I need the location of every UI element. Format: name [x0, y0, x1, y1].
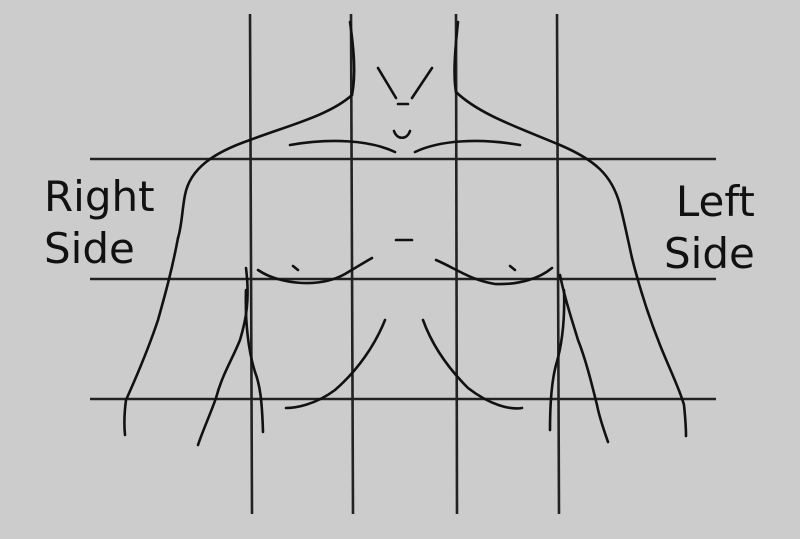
left-clavicle	[413, 139, 522, 154]
left-pectoral	[434, 258, 554, 286]
right-shoulder-line	[176, 93, 354, 240]
left-side-label-line-2: Side	[664, 229, 755, 278]
neck-left-line	[453, 20, 460, 94]
right-pectoral	[256, 256, 374, 285]
left-side-label-line-1: Left	[675, 177, 755, 226]
left-shoulder-line	[454, 90, 634, 260]
sternal-notch	[392, 129, 412, 140]
left-rib-line	[421, 318, 524, 410]
right-inner-arm	[196, 266, 249, 447]
torso-outline	[123, 20, 688, 447]
right-clavicle	[288, 139, 397, 154]
grid-vertical-4	[555, 13, 561, 515]
throat-right	[376, 66, 398, 100]
right-side-label: Right Side	[44, 171, 155, 275]
right-side-label-line-2: Side	[44, 224, 135, 273]
right-nipple	[291, 264, 300, 272]
right-rib-line	[284, 318, 387, 410]
neck-right-line	[348, 20, 356, 97]
left-inner-arm	[558, 273, 610, 444]
right-torso-side	[244, 288, 265, 434]
left-torso-side	[548, 288, 566, 432]
reference-grid	[90, 13, 716, 515]
grid-vertical-2	[349, 13, 355, 515]
grid-vertical-3	[454, 13, 459, 515]
throat-left	[410, 66, 434, 100]
right-side-label-line-1: Right	[44, 172, 155, 221]
grid-vertical-1	[248, 13, 254, 515]
left-nipple	[508, 264, 517, 272]
right-outer-arm	[123, 236, 180, 437]
left-outer-arm	[630, 256, 688, 438]
left-side-label: Left Side	[664, 176, 755, 280]
